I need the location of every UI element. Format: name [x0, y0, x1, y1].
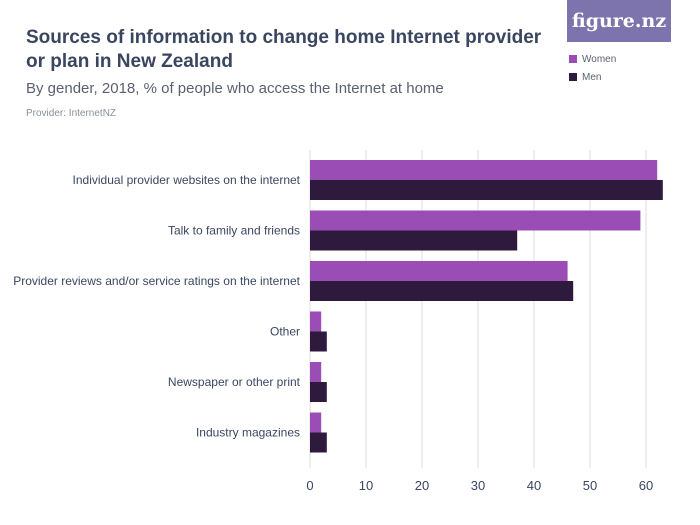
legend-item-women: Women — [569, 50, 616, 68]
bar-women-5[interactable] — [310, 412, 322, 433]
x-tick-label-0: 0 — [306, 478, 313, 493]
legend-item-men: Men — [569, 68, 616, 86]
bar-women-1[interactable] — [310, 210, 641, 231]
bar-men-1[interactable] — [310, 230, 518, 251]
x-tick-label-50: 50 — [583, 478, 597, 493]
legend-swatch-women — [569, 55, 577, 63]
bar-men-0[interactable] — [310, 180, 663, 200]
bar-women-3[interactable] — [310, 311, 322, 332]
x-tick-label-20: 20 — [415, 478, 429, 493]
legend-label-women: Women — [582, 53, 617, 65]
legend-label-men: Men — [582, 71, 602, 83]
bar-women-4[interactable] — [310, 362, 322, 382]
legend: Women Men — [569, 50, 616, 86]
category-label-3: Other — [270, 325, 300, 339]
x-tick-label-60: 60 — [639, 478, 653, 493]
category-label-0: Individual provider websites on the inte… — [73, 173, 301, 187]
category-label-2: Provider reviews and/or service ratings … — [13, 274, 300, 288]
category-label-1: Talk to family and friends — [168, 224, 300, 238]
bar-men-4[interactable] — [310, 382, 327, 402]
figure-nz-logo[interactable]: figure.nz — [567, 0, 671, 42]
bar-men-3[interactable] — [310, 331, 327, 352]
category-label-4: Newspaper or other print — [168, 375, 301, 389]
x-tick-label-40: 40 — [527, 478, 541, 493]
bar-men-5[interactable] — [310, 432, 327, 453]
category-label-5: Industry magazines — [196, 426, 300, 440]
legend-swatch-men — [569, 73, 577, 81]
bar-women-0[interactable] — [310, 160, 658, 180]
x-tick-label-10: 10 — [359, 478, 373, 493]
chart-title: Sources of information to change home In… — [26, 27, 542, 72]
bar-women-2[interactable] — [310, 261, 568, 281]
data-provider: Provider: InternetNZ — [26, 108, 117, 119]
bar-men-2[interactable] — [310, 281, 574, 301]
chart-subtitle: By gender, 2018, % of people who access … — [26, 80, 444, 97]
x-tick-label-30: 30 — [471, 478, 485, 493]
